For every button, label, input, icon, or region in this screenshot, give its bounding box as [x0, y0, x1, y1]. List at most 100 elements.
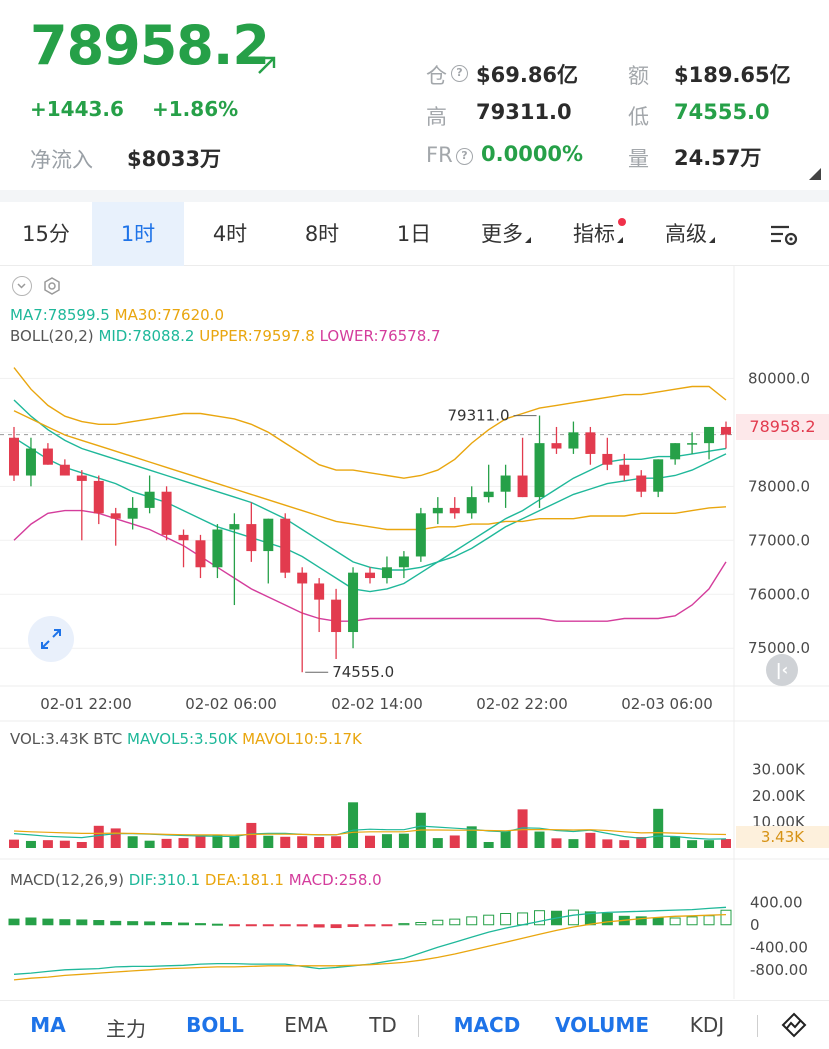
- candle-body: [110, 513, 121, 519]
- volume-bar: [314, 837, 325, 848]
- low-marker-label: 74555.0: [332, 663, 394, 681]
- macd-histogram-bar: [76, 919, 88, 926]
- price-change-percent: +1.86%: [152, 97, 239, 121]
- candle-body: [551, 443, 562, 449]
- volume-bar: [246, 822, 257, 848]
- gear-icon[interactable]: [42, 276, 62, 296]
- volume-bar: [381, 834, 392, 848]
- macd-tick-label: 400.00: [750, 893, 803, 911]
- candle-body: [687, 443, 698, 445]
- macd-histogram-bar: [398, 923, 410, 926]
- candle-body: [619, 464, 630, 476]
- candle-body: [178, 534, 189, 541]
- vol-value: VOL:3.43K BTC: [10, 730, 123, 748]
- macd-histogram-bar: [161, 922, 173, 926]
- tab-label: 4时: [212, 222, 248, 246]
- candle-body: [432, 507, 443, 514]
- macd-histogram-bar: [262, 924, 274, 927]
- chart-canvas[interactable]: 80000.079000.078000.077000.076000.075000…: [0, 266, 829, 999]
- volume-bar: [178, 838, 189, 848]
- macd-histogram-bar: [483, 914, 495, 926]
- candle-body: [212, 529, 223, 568]
- tab-label: 1日: [396, 222, 432, 246]
- macd-histogram-bar: [144, 921, 156, 926]
- candle-body: [381, 567, 392, 579]
- candle-body: [602, 453, 613, 465]
- expand-corner-icon[interactable]: [809, 168, 821, 180]
- boll-params: BOLL(20,2): [10, 327, 94, 345]
- volume-bar: [483, 841, 494, 848]
- open-interest-label: 仓: [426, 64, 447, 88]
- separator: [757, 1015, 758, 1037]
- volume-bar: [110, 828, 121, 848]
- tab-15m[interactable]: 15分: [0, 202, 92, 266]
- macd-histogram-bar: [449, 918, 461, 926]
- candle-body: [348, 572, 359, 633]
- expand-arrows-icon: [41, 629, 61, 649]
- kline-chart[interactable]: 80000.079000.078000.077000.076000.075000…: [0, 266, 829, 999]
- indicator-bar: MA 主力 BOLL EMA TD MACD VOLUME KDJ: [0, 1000, 829, 1049]
- tab-label: 8时: [304, 222, 340, 246]
- ma30-line: [13, 410, 727, 531]
- low-label: 低: [628, 105, 649, 129]
- ma-legend: MA7:78599.5 MA30:77620.0: [10, 306, 224, 324]
- drawing-tool-icon[interactable]: [780, 1011, 808, 1039]
- tab-more[interactable]: 更多: [460, 202, 552, 266]
- question-circle-icon[interactable]: ?: [456, 148, 473, 165]
- tab-advanced[interactable]: 高级: [644, 202, 736, 266]
- indicator-macd[interactable]: MACD: [453, 1013, 521, 1037]
- fullscreen-button[interactable]: [28, 616, 74, 662]
- tab-label: 1时: [120, 222, 156, 246]
- tab-indicators[interactable]: 指标: [552, 202, 644, 266]
- price-change: +1443.6: [30, 97, 124, 121]
- indicator-main-force[interactable]: 主力: [106, 1017, 146, 1041]
- candle-body: [483, 491, 494, 498]
- candle-body: [229, 524, 240, 530]
- timeframe-tabs: 15分 1时 4时 8时 1日 更多 指标 高级: [0, 202, 829, 266]
- dea-line: [13, 913, 727, 981]
- volume-bar: [331, 836, 342, 848]
- volume-bar: [619, 840, 630, 848]
- volume-tick-label: 30.00K: [752, 761, 806, 779]
- volume-bar: [76, 841, 87, 848]
- indicator-ema[interactable]: EMA: [284, 1013, 328, 1037]
- collapse-icon[interactable]: [12, 276, 32, 296]
- tab-label: 15分: [22, 222, 70, 246]
- volume-bar: [144, 840, 155, 848]
- volume-bar: [687, 840, 698, 848]
- indicator-ma[interactable]: MA: [30, 1013, 66, 1037]
- scroll-to-latest-button[interactable]: |‹: [766, 654, 798, 686]
- candles: [9, 415, 731, 673]
- skip-to-end-icon: |‹: [775, 660, 789, 679]
- macd-histogram-bar: [8, 918, 20, 926]
- volume-bar: [653, 808, 664, 848]
- indicator-boll[interactable]: BOLL: [186, 1013, 244, 1037]
- macd-histogram-bar: [93, 920, 105, 926]
- candle-body: [534, 443, 545, 498]
- dea-legend: DEA:181.1: [204, 871, 284, 889]
- question-circle-icon[interactable]: ?: [451, 65, 468, 82]
- indicator-kdj[interactable]: KDJ: [689, 1013, 725, 1037]
- macd-histogram-bar: [669, 917, 681, 926]
- tab-1h[interactable]: 1时: [92, 202, 184, 266]
- indicator-td[interactable]: TD: [369, 1013, 397, 1037]
- volume-legend: VOL:3.43K BTC MAVOL5:3.50K MAVOL10:5.17K: [10, 730, 362, 748]
- chart-settings-icon[interactable]: [769, 222, 799, 248]
- volume-bar: [432, 838, 443, 848]
- candle-body: [670, 443, 681, 460]
- boll-mid-line: [13, 399, 727, 571]
- open-interest-value: $69.86亿: [476, 63, 579, 87]
- turnover-value: $189.65亿: [674, 63, 791, 87]
- dif-legend: DIF:310.1: [128, 871, 201, 889]
- macd-histogram-bar: [703, 915, 715, 926]
- macd-histogram-bar: [279, 924, 291, 927]
- tab-1d[interactable]: 1日: [368, 202, 460, 266]
- macd-histogram-bar: [534, 910, 546, 926]
- volume-bar: [365, 835, 375, 848]
- indicator-volume[interactable]: VOLUME: [555, 1013, 649, 1037]
- volume-bar: [127, 836, 138, 848]
- candle-body: [127, 507, 138, 519]
- tab-8h[interactable]: 8时: [276, 202, 368, 266]
- tab-4h[interactable]: 4时: [184, 202, 276, 266]
- macd-histogram-bar: [110, 920, 122, 926]
